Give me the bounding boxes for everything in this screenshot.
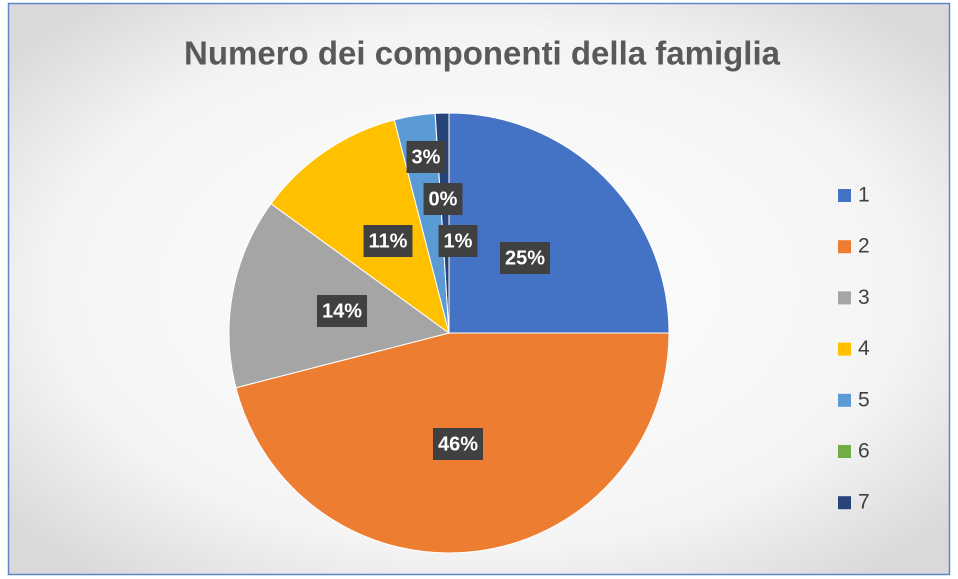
data-label: 1% xyxy=(438,225,478,257)
pie-slice xyxy=(448,112,670,334)
data-label-box xyxy=(499,242,551,274)
legend-swatch xyxy=(838,445,851,458)
data-label-text: 1% xyxy=(444,230,473,252)
legend-label: 4 xyxy=(858,337,870,360)
data-label-box xyxy=(423,183,463,215)
data-label-box xyxy=(316,295,368,327)
data-label-box xyxy=(363,225,413,257)
data-label-box xyxy=(438,225,478,257)
legend-swatch xyxy=(838,189,851,202)
pie-slice xyxy=(270,119,450,335)
legend-swatch xyxy=(838,291,851,305)
legend-label: 3 xyxy=(858,286,870,309)
data-label-text: 25% xyxy=(505,247,545,269)
data-label-box xyxy=(406,141,446,173)
data-label: 46% xyxy=(432,428,484,460)
legend-label: 2 xyxy=(858,235,870,258)
legend-label: 7 xyxy=(858,491,870,514)
data-label: 14% xyxy=(316,295,368,327)
data-label-text: 11% xyxy=(369,230,408,252)
data-label-text: 14% xyxy=(322,300,362,322)
data-label-text: 46% xyxy=(438,433,478,455)
data-label: 25% xyxy=(499,242,551,274)
legend-label: 6 xyxy=(858,440,870,463)
data-label: 3% xyxy=(406,141,446,173)
legend-swatch xyxy=(838,240,851,254)
data-label-text: 0% xyxy=(429,188,458,210)
legend-label: 1 xyxy=(858,184,870,207)
data-label: 11% xyxy=(363,225,413,257)
data-label-box xyxy=(432,428,484,460)
data-label-text: 3% xyxy=(412,146,441,168)
data-label: 0% xyxy=(423,183,463,215)
legend-swatch xyxy=(838,496,851,510)
legend-swatch xyxy=(838,393,851,407)
legend-label: 5 xyxy=(858,388,870,411)
chart-title: Numero dei componenti della famiglia xyxy=(184,35,781,72)
legend-swatch xyxy=(838,342,851,356)
